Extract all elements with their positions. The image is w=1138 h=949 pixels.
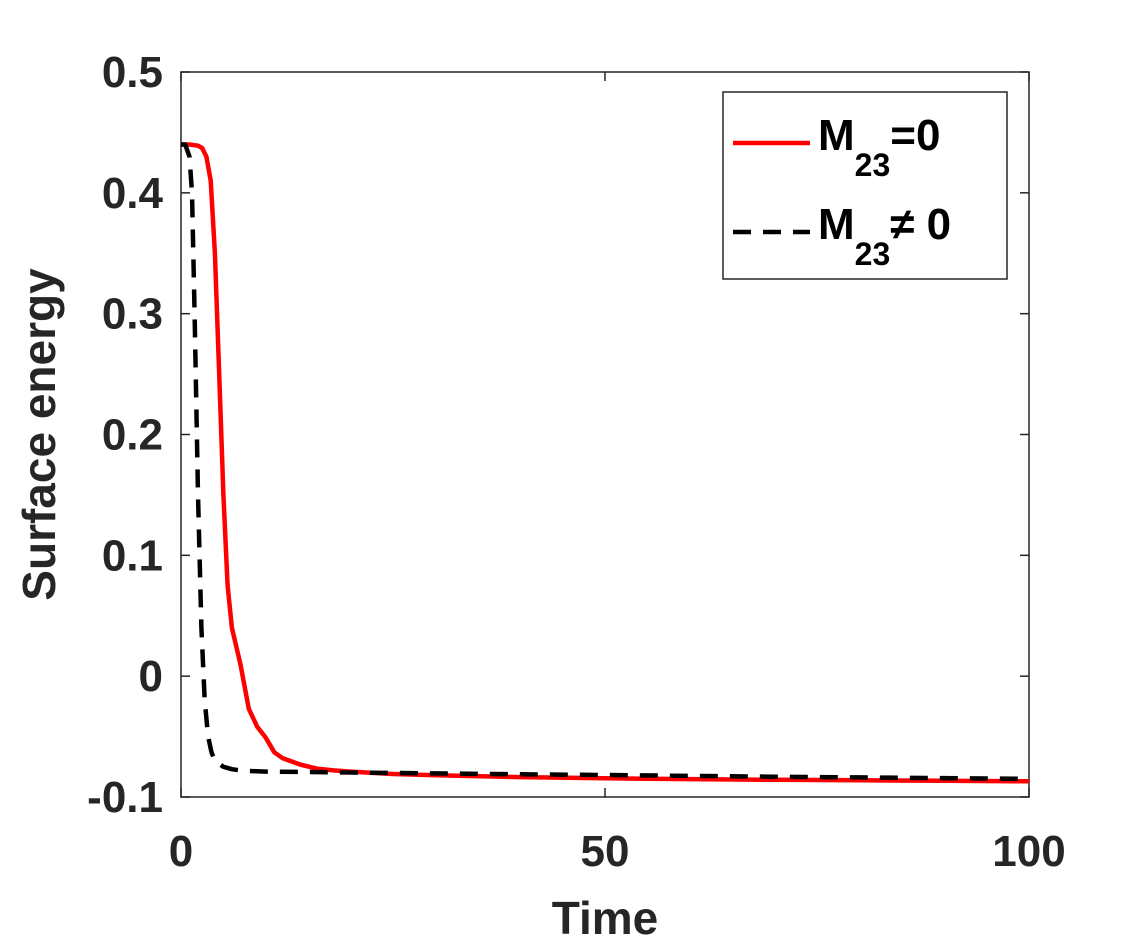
legend: M23=0 M23≠ 0 xyxy=(722,91,1008,280)
y-tick-label: 0.5 xyxy=(102,48,163,97)
series-line-2 xyxy=(181,142,1030,782)
y-tick-label: 0.2 xyxy=(102,411,163,460)
x-axis-title: Time xyxy=(552,892,659,944)
series-line-1 xyxy=(181,142,1030,784)
y-tick-label: 0 xyxy=(139,652,163,701)
legend-label-1: M23=0 xyxy=(818,111,940,183)
x-tick-label: 100 xyxy=(992,827,1065,876)
x-tick-labels: 0 50 100 xyxy=(169,827,1066,876)
y-tick-label: 0.1 xyxy=(102,531,163,580)
y-axis-title: Surface energy xyxy=(13,268,65,601)
x-tick-label: 0 xyxy=(169,827,193,876)
y-tick-label: -0.1 xyxy=(87,773,163,822)
x-tick-label: 50 xyxy=(581,827,630,876)
legend-box xyxy=(722,91,1008,280)
y-tick-label: 0.4 xyxy=(102,169,164,218)
legend-label-2: M23≠ 0 xyxy=(818,200,951,272)
y-tick-label: 0.3 xyxy=(102,290,163,339)
series-layer xyxy=(181,142,1030,784)
tick-marks xyxy=(180,71,1030,798)
y-tick-labels: -0.1 0 0.1 0.2 0.3 0.4 0.5 xyxy=(87,48,163,822)
